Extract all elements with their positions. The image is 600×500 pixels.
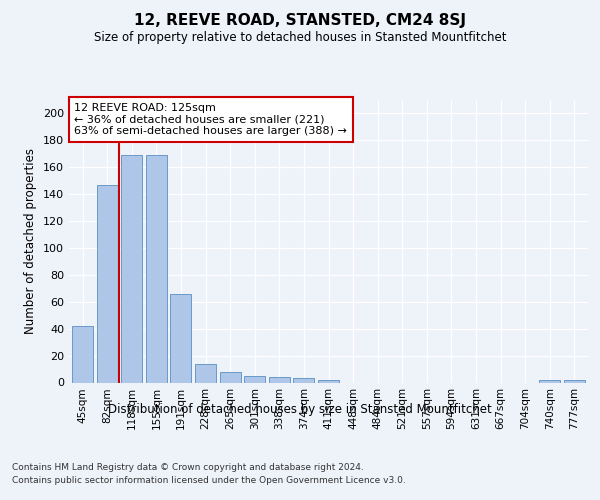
Bar: [170, 294, 191, 382]
Text: Size of property relative to detached houses in Stansted Mountfitchet: Size of property relative to detached ho…: [94, 31, 506, 44]
Bar: [97, 184, 118, 382]
Text: 12, REEVE ROAD, STANSTED, CM24 8SJ: 12, REEVE ROAD, STANSTED, CM24 8SJ: [134, 12, 466, 28]
Bar: [318, 380, 339, 382]
Bar: [269, 377, 290, 382]
Text: Contains HM Land Registry data © Crown copyright and database right 2024.: Contains HM Land Registry data © Crown c…: [12, 462, 364, 471]
Text: Distribution of detached houses by size in Stansted Mountfitchet: Distribution of detached houses by size …: [108, 402, 492, 415]
Bar: [293, 378, 314, 382]
Bar: [121, 155, 142, 382]
Bar: [146, 155, 167, 382]
Text: Contains public sector information licensed under the Open Government Licence v3: Contains public sector information licen…: [12, 476, 406, 485]
Y-axis label: Number of detached properties: Number of detached properties: [25, 148, 37, 334]
Bar: [195, 364, 216, 382]
Bar: [244, 376, 265, 382]
Bar: [564, 380, 585, 382]
Bar: [220, 372, 241, 382]
Bar: [72, 326, 93, 382]
Text: 12 REEVE ROAD: 125sqm
← 36% of detached houses are smaller (221)
63% of semi-det: 12 REEVE ROAD: 125sqm ← 36% of detached …: [74, 103, 347, 136]
Bar: [539, 380, 560, 382]
